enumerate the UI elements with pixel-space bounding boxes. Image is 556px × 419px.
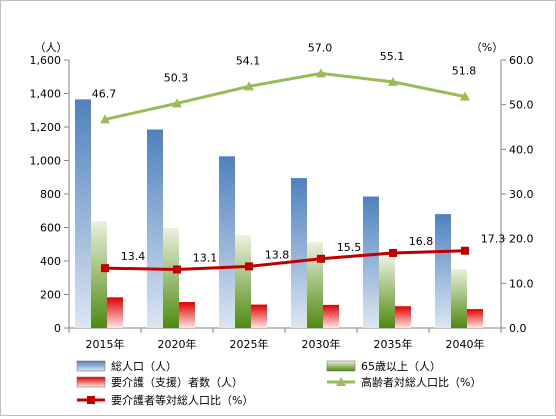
data-label: 13.4 <box>121 250 146 263</box>
data-label: 13.1 <box>193 251 218 264</box>
left-axis-unit: （人） <box>35 41 68 54</box>
series-line-0 <box>104 71 466 121</box>
left-tick-label: 600 <box>40 222 61 235</box>
right-tick-label: 10.0 <box>509 277 534 290</box>
legend-label: 要介護（支援）者数（人） <box>111 375 243 389</box>
right-axis-unit: （%） <box>471 41 503 54</box>
point-square <box>461 246 469 255</box>
point-triangle <box>316 68 326 78</box>
legend-swatch <box>76 360 106 372</box>
series-line-1 <box>104 249 466 271</box>
point-triangle <box>172 98 182 108</box>
data-label: 13.8 <box>265 248 290 261</box>
bar-0 <box>219 156 235 328</box>
left-tick-label: 0 <box>54 322 61 335</box>
point-square <box>245 262 253 271</box>
legend-layer: 総人口（人） 65歳以上（人） 要介護（支援）者数（人） 高齢者対総人口比（%） 要介護… <box>76 359 481 407</box>
bar-1 <box>163 228 179 328</box>
bar-0 <box>363 196 379 328</box>
x-tick-label: 2030年 <box>302 337 341 351</box>
data-label: 55.1 <box>380 50 405 63</box>
left-tick-label: 1,000 <box>30 155 62 168</box>
left-tick-label: 1,200 <box>30 121 62 134</box>
data-label: 50.3 <box>164 71 189 84</box>
left-tick-label: 1,600 <box>30 54 62 67</box>
legend-label: 要介護者等対総人口比（%） <box>111 393 253 407</box>
point-triangle <box>460 91 470 101</box>
legend-label: 総人口（人） <box>111 359 177 373</box>
right-tick-label: 20.0 <box>509 233 534 246</box>
data-label: 51.8 <box>452 65 477 78</box>
left-tick-label: 800 <box>40 188 61 201</box>
lines-layer <box>100 68 470 274</box>
x-tick-label: 2035年 <box>374 337 413 351</box>
right-tick-label: 50.0 <box>509 99 534 112</box>
left-tick-label: 1,400 <box>30 88 62 101</box>
right-tick-label: 40.0 <box>509 143 534 156</box>
bar-1 <box>91 221 107 328</box>
left-tick-label: 200 <box>40 289 61 302</box>
x-tick-label: 2020年 <box>158 337 197 351</box>
legend-marker <box>87 396 95 404</box>
bar-1 <box>379 256 395 328</box>
bar-1 <box>235 235 251 328</box>
bars-layer <box>75 99 483 328</box>
bar-0 <box>75 99 91 328</box>
point-square <box>173 265 181 274</box>
bar-0 <box>435 214 451 328</box>
bar-2 <box>251 304 267 328</box>
legend-marker <box>336 377 346 386</box>
bar-2 <box>323 304 339 328</box>
point-square <box>317 254 325 263</box>
axes-layer: 0 200 400 600 800 1,000 1,200 1,400 1,600 0.0 10.0… <box>30 41 534 351</box>
legend-label: 65歳以上（人） <box>361 360 441 373</box>
bar-1 <box>451 269 467 328</box>
point-square <box>101 264 109 273</box>
right-tick-label: 0.0 <box>509 322 527 335</box>
legend-label: 高齢者対総人口比（%） <box>361 375 481 389</box>
data-label: 54.1 <box>236 54 261 67</box>
right-tick-label: 30.0 <box>509 188 534 201</box>
point-triangle <box>388 76 398 86</box>
bar-1 <box>307 242 323 328</box>
point-square <box>389 248 397 257</box>
bar-2 <box>107 297 123 328</box>
right-tick-label: 60.0 <box>509 54 534 67</box>
data-label: 57.0 <box>308 41 333 54</box>
data-label: 17.3 <box>481 233 506 246</box>
point-triangle <box>244 81 254 91</box>
labels-layer: 46.7 50.3 54.1 57.0 55.1 51.8 13.4 13.1 13.8 15.5… <box>92 41 506 264</box>
point-triangle <box>100 114 110 124</box>
left-tick-label: 400 <box>40 255 61 268</box>
data-label: 15.5 <box>337 241 362 254</box>
legend-swatch <box>76 376 106 388</box>
bar-0 <box>291 178 307 328</box>
x-tick-label: 2015年 <box>86 337 125 351</box>
bar-2 <box>467 309 483 328</box>
legend-swatch <box>326 360 356 372</box>
x-tick-label: 2040年 <box>446 337 485 351</box>
data-label: 16.8 <box>409 235 434 248</box>
data-label: 46.7 <box>92 87 117 100</box>
x-tick-label: 2025年 <box>230 337 269 351</box>
bar-2 <box>395 306 411 328</box>
bar-0 <box>147 129 163 328</box>
bar-2 <box>179 302 195 328</box>
